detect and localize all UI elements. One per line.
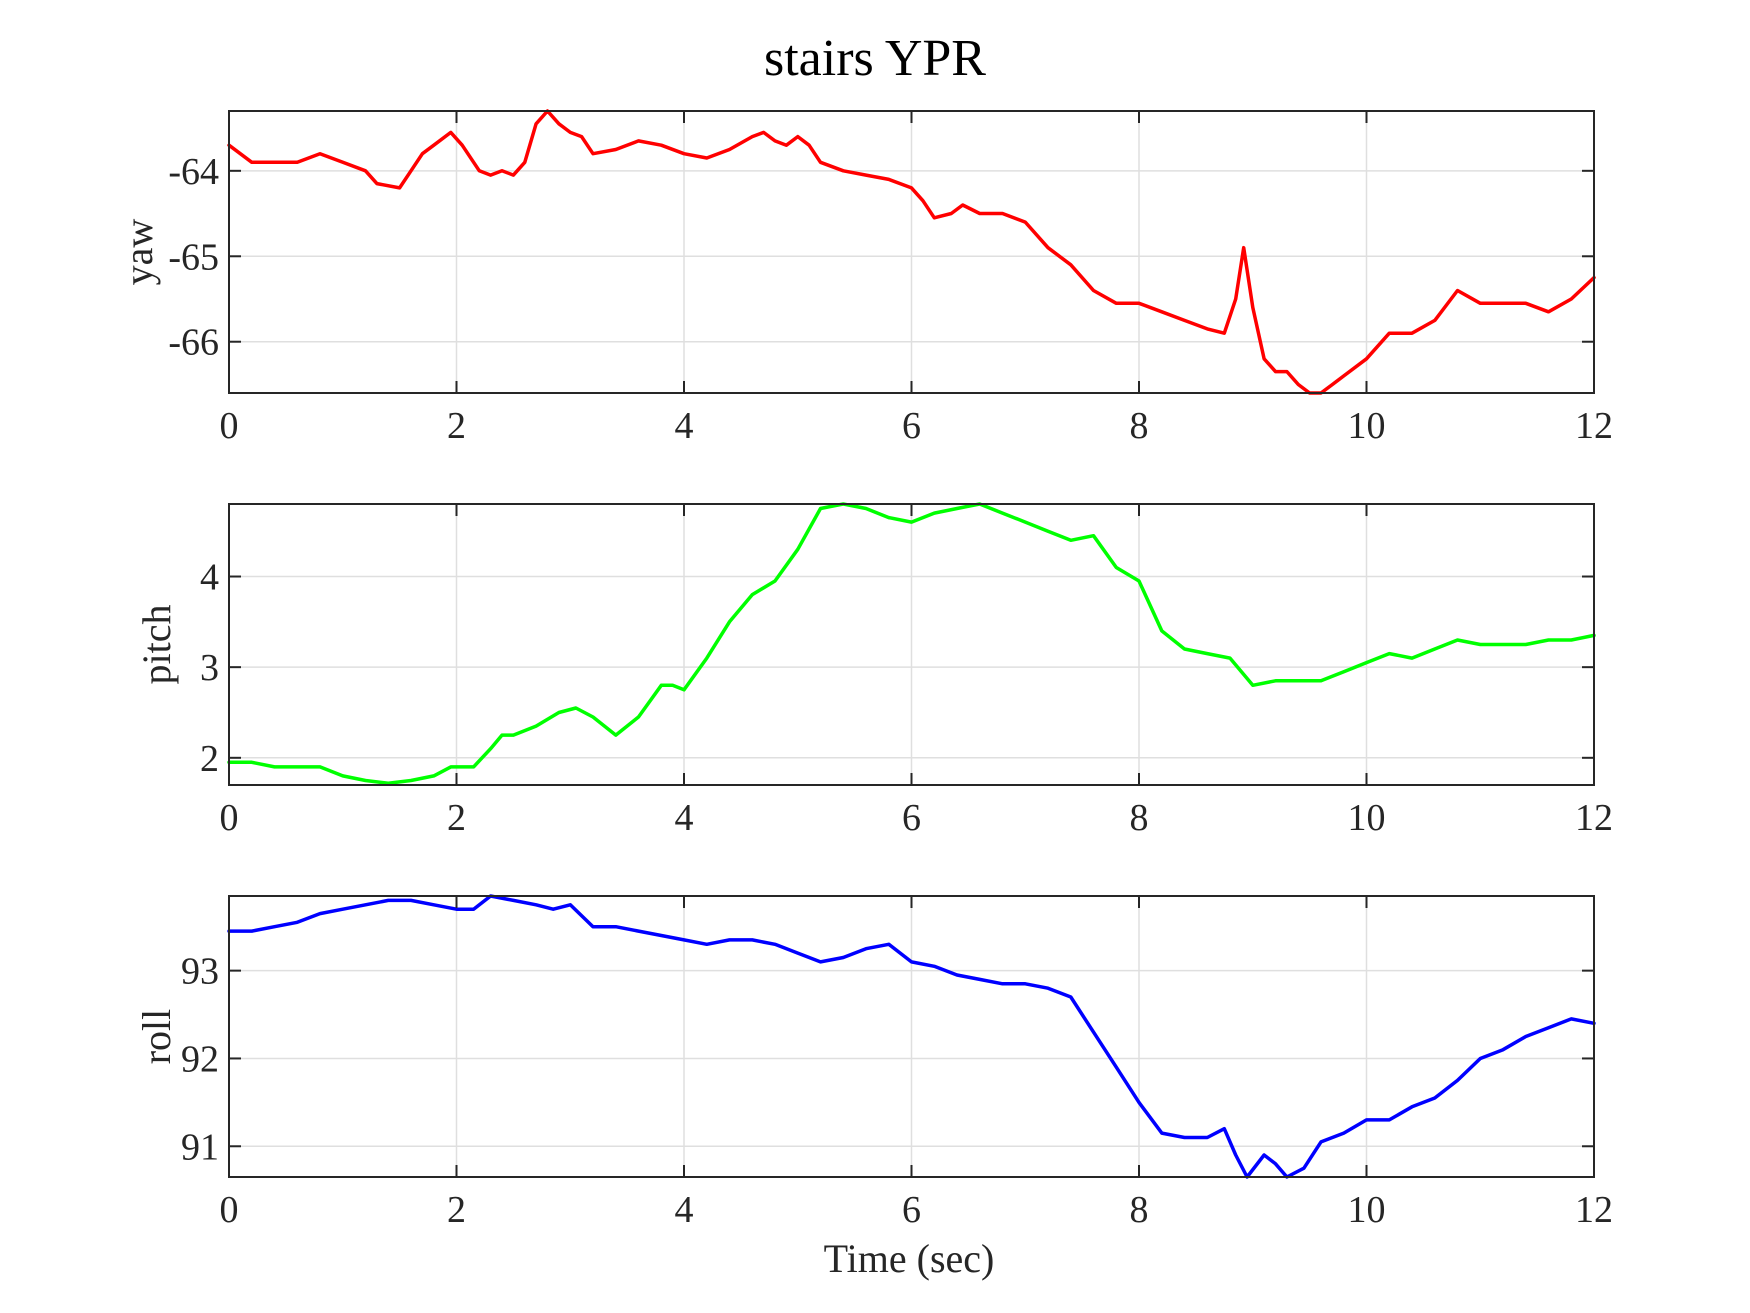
x-tick-label: 4 [675,797,694,839]
y-tick-label: 3 [200,647,219,689]
x-tick-label: 8 [1130,1189,1149,1231]
x-tick-label: 10 [1348,405,1386,447]
x-tick-label: 10 [1348,797,1386,839]
x-tick-label: 2 [447,1189,466,1231]
x-tick-label: 4 [675,405,694,447]
x-tick-label: 8 [1130,405,1149,447]
x-tick-label: 2 [447,797,466,839]
x-axis-label: Time (sec) [824,1236,995,1281]
x-tick-label: 8 [1130,797,1149,839]
chart-title: stairs YPR [764,30,986,87]
y-tick-label: 4 [200,557,219,599]
y-axis-label-yaw: yaw [116,219,161,286]
y-axis-label-roll: roll [134,1009,179,1065]
y-tick-label: -66 [168,322,219,364]
y-tick-label: -65 [168,236,219,278]
y-tick-label: 91 [181,1126,219,1168]
x-tick-label: 6 [902,1189,921,1231]
x-tick-label: 12 [1575,405,1613,447]
x-tick-label: 2 [447,405,466,447]
x-tick-label: 6 [902,797,921,839]
x-tick-label: 0 [220,1189,239,1231]
y-axis-label-pitch: pitch [134,605,179,685]
x-tick-label: 10 [1348,1189,1386,1231]
x-tick-label: 12 [1575,797,1613,839]
x-tick-label: 0 [220,797,239,839]
x-tick-label: 4 [675,1189,694,1231]
x-tick-label: 0 [220,405,239,447]
x-tick-label: 6 [902,405,921,447]
y-tick-label: -64 [168,151,219,193]
y-tick-label: 93 [181,951,219,993]
y-tick-label: 92 [181,1038,219,1080]
y-tick-label: 2 [200,738,219,780]
x-tick-label: 12 [1575,1189,1613,1231]
